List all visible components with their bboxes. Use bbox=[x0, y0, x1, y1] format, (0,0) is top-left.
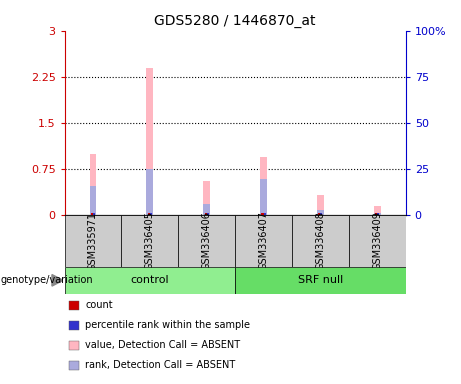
Bar bbox=[292, 215, 349, 267]
Bar bbox=[93, 213, 95, 215]
Bar bbox=[147, 169, 153, 215]
Polygon shape bbox=[52, 275, 63, 286]
Bar bbox=[374, 213, 381, 215]
Bar bbox=[317, 195, 324, 215]
Text: SRF null: SRF null bbox=[298, 275, 343, 285]
Text: GSM335971: GSM335971 bbox=[88, 212, 98, 270]
Text: value, Detection Call = ABSENT: value, Detection Call = ABSENT bbox=[85, 340, 240, 350]
Text: GSM336408: GSM336408 bbox=[315, 212, 325, 270]
Text: GSM336409: GSM336409 bbox=[372, 212, 382, 270]
Bar bbox=[374, 206, 381, 215]
Bar bbox=[178, 215, 235, 267]
Bar bbox=[205, 213, 207, 215]
Text: GSM336406: GSM336406 bbox=[201, 212, 212, 270]
Bar bbox=[207, 213, 209, 215]
Bar bbox=[203, 181, 210, 215]
Bar bbox=[65, 267, 235, 294]
Bar bbox=[375, 213, 377, 215]
Text: percentile rank within the sample: percentile rank within the sample bbox=[85, 320, 250, 330]
Bar bbox=[264, 213, 266, 215]
Text: control: control bbox=[130, 275, 169, 285]
Text: GSM336407: GSM336407 bbox=[259, 212, 269, 270]
Bar bbox=[377, 213, 379, 215]
Bar bbox=[261, 213, 264, 215]
Text: rank, Detection Call = ABSENT: rank, Detection Call = ABSENT bbox=[85, 360, 236, 370]
Bar bbox=[317, 210, 324, 215]
Bar bbox=[349, 215, 406, 267]
Text: genotype/variation: genotype/variation bbox=[1, 275, 94, 285]
Bar bbox=[89, 185, 96, 215]
Bar bbox=[203, 204, 210, 215]
Bar bbox=[65, 215, 121, 267]
Text: count: count bbox=[85, 300, 113, 310]
Bar bbox=[320, 213, 322, 215]
Title: GDS5280 / 1446870_at: GDS5280 / 1446870_at bbox=[154, 14, 316, 28]
Bar bbox=[319, 213, 320, 215]
Bar bbox=[260, 157, 267, 215]
Bar bbox=[148, 213, 150, 215]
Bar bbox=[89, 154, 96, 215]
Bar bbox=[260, 179, 267, 215]
Bar bbox=[235, 267, 406, 294]
Bar bbox=[235, 215, 292, 267]
Bar bbox=[147, 68, 153, 215]
Text: GSM336405: GSM336405 bbox=[145, 212, 155, 270]
Bar bbox=[121, 215, 178, 267]
Bar bbox=[150, 213, 152, 215]
Bar bbox=[91, 213, 93, 215]
